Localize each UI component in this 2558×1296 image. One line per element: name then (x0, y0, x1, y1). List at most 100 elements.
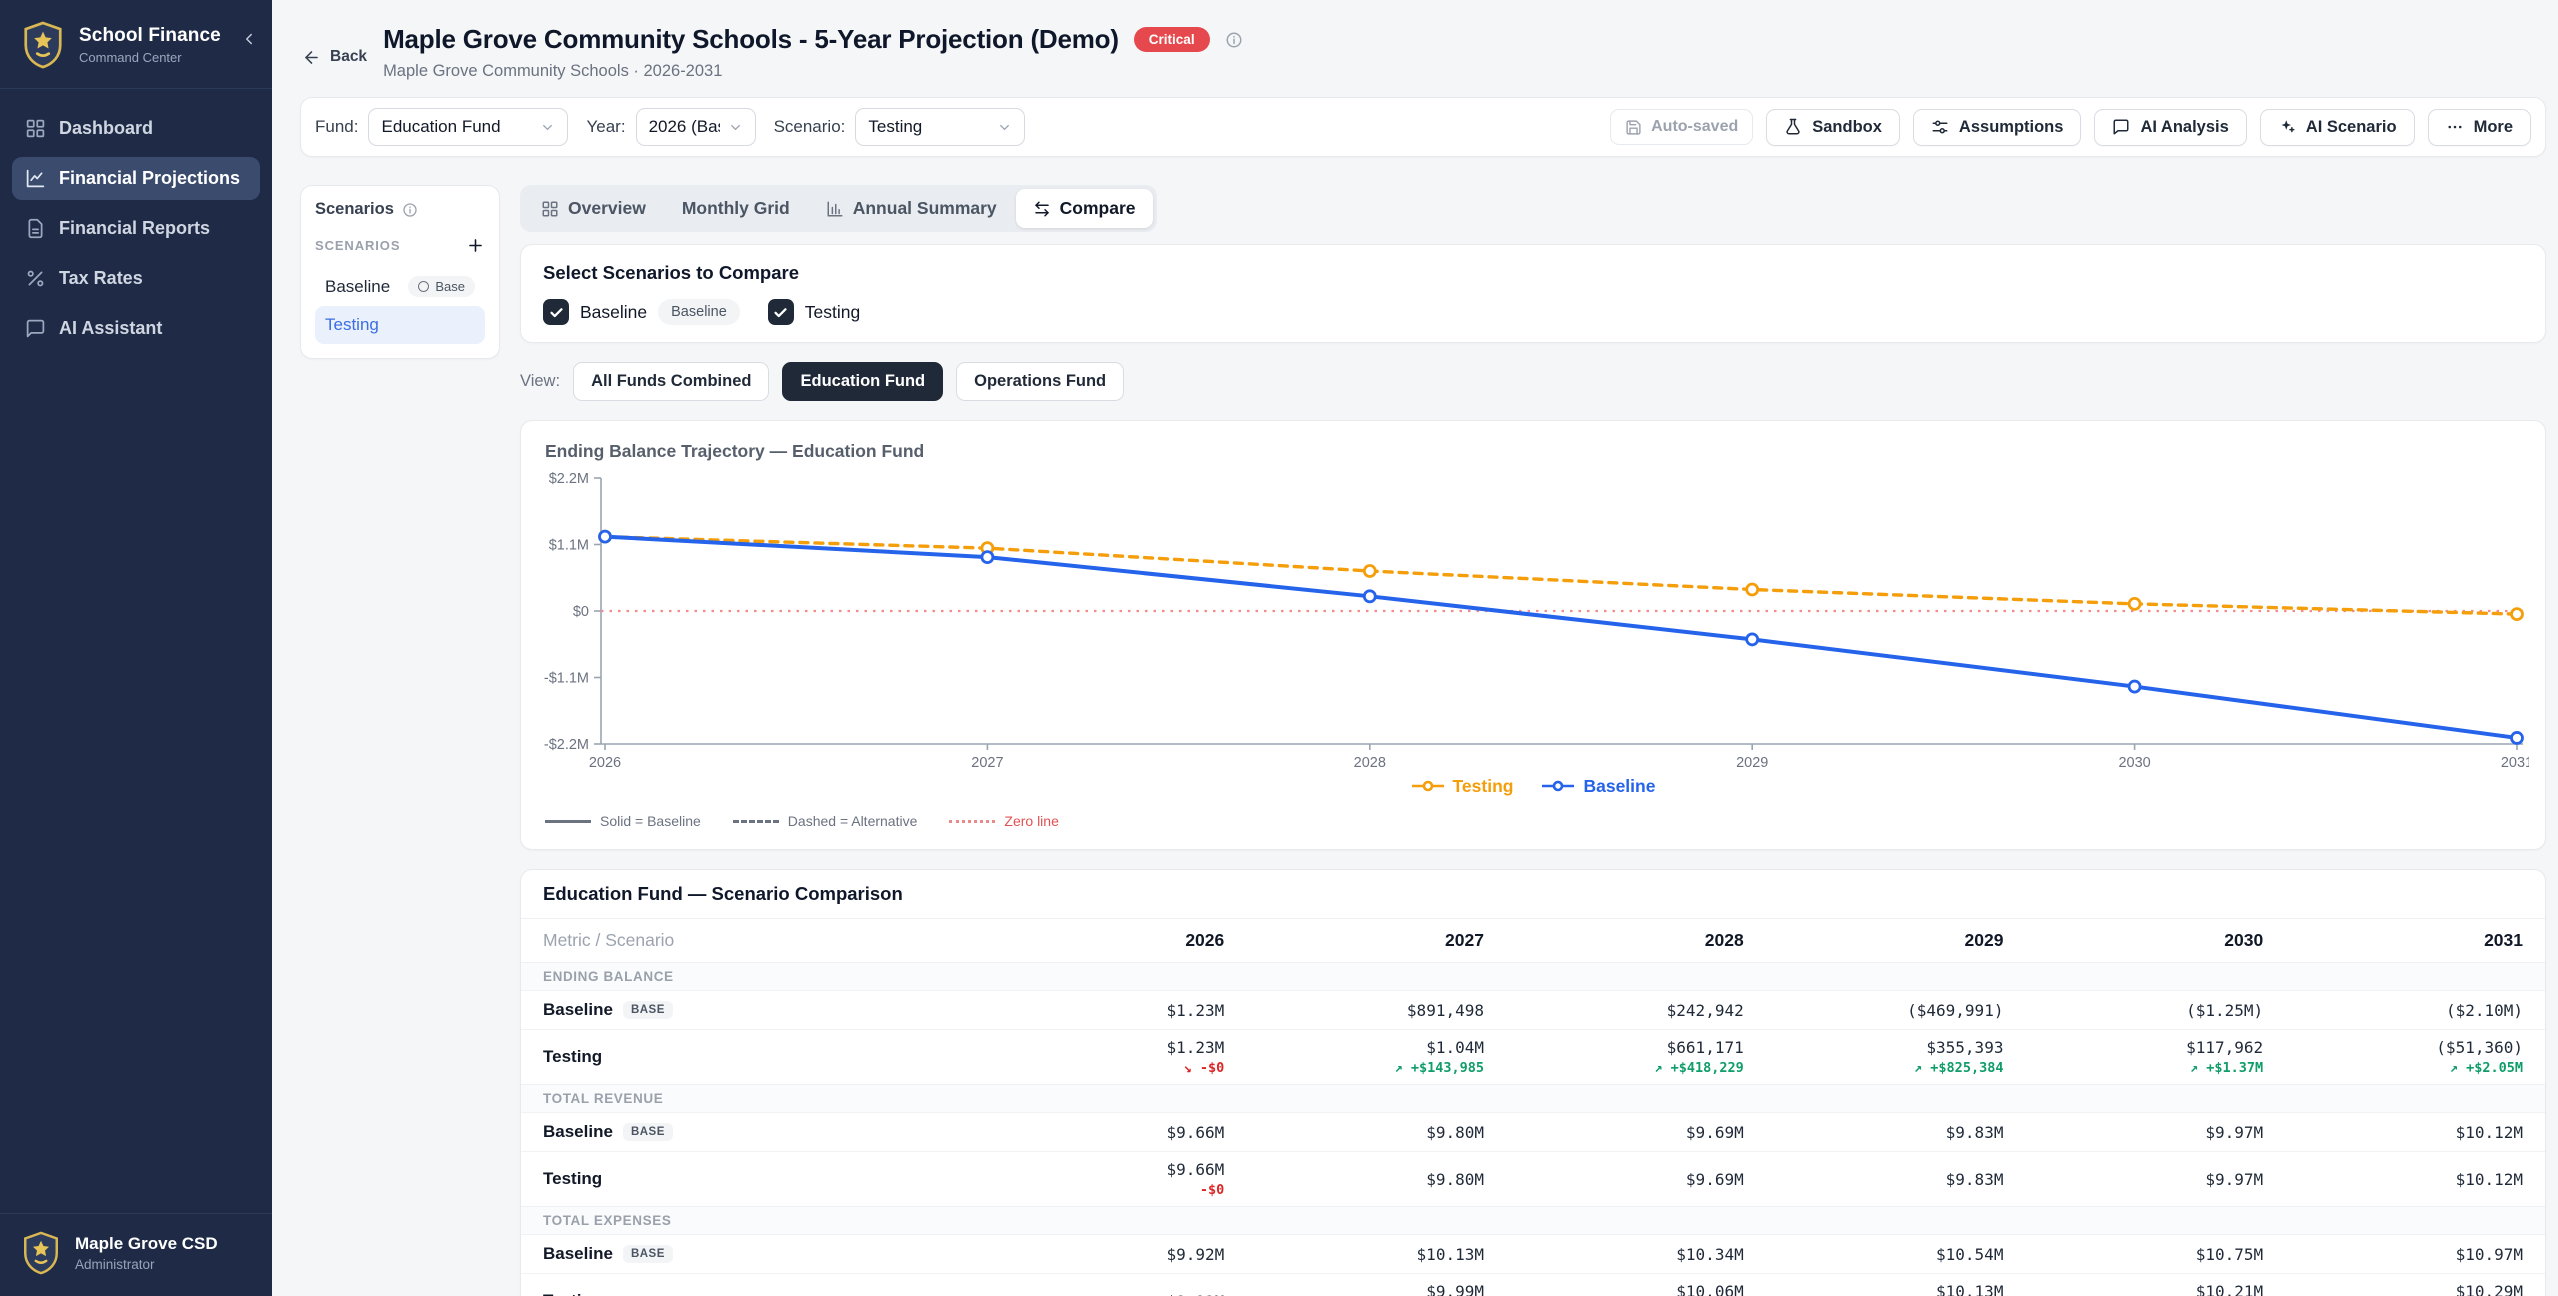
bar-chart-icon (826, 200, 844, 218)
district-name: Maple Grove CSD (75, 1234, 218, 1253)
scenario-select[interactable]: Testing (855, 108, 1026, 146)
year-select[interactable]: 2026 (Bas (635, 108, 756, 146)
save-icon (1625, 119, 1642, 136)
delta-value: ↘ -$0 (1183, 1060, 1225, 1076)
sidebar-item-ai-assistant[interactable]: AI Assistant (12, 307, 260, 350)
base-badge: BASE (622, 1123, 673, 1141)
sidebar-item-financial-reports[interactable]: Financial Reports (12, 207, 260, 250)
title-info-icon[interactable] (1225, 31, 1243, 49)
value-cell: $9.66M -$0 (987, 1152, 1247, 1207)
value-cell: $10.13M (1416, 1244, 1484, 1264)
value-cell: $10.12M (2455, 1169, 2523, 1189)
value-cell: ($2.10M) (2445, 1000, 2523, 1020)
tab-overview[interactable]: Overview (524, 189, 663, 228)
value-cell: ($1.25M) (2186, 1000, 2264, 1020)
chart-footnotes: Solid = Baseline Dashed = Alternative Zero… (545, 813, 2527, 829)
sidebar-item-label: Financial Reports (59, 218, 211, 238)
percent-icon (25, 268, 46, 289)
education-table-title: Education Fund — Scenario Comparison (521, 870, 2545, 919)
scenario-item-testing[interactable]: Testing (315, 306, 485, 344)
svg-text:2027: 2027 (971, 755, 1003, 771)
back-button[interactable]: Back (302, 33, 367, 81)
table-row-total-expenses-testing: Testing $9.92M $9.99M-$143,985 $10.06M-$274… (521, 1273, 2545, 1296)
sidebar: School Finance Command Center Dashboard F… (0, 0, 272, 1296)
app-title: School Finance (79, 25, 221, 46)
sidebar-item-financial-projections[interactable]: Financial Projections (12, 157, 260, 200)
assumptions-button[interactable]: Assumptions (1912, 108, 2082, 146)
back-arrow-icon (302, 48, 321, 67)
table-row-ending-balance-testing: Testing $1.23M ↘ -$0 $1.04M ↗ +$143,985 $661,… (521, 1029, 2545, 1085)
sidebar-item-label: AI Assistant (59, 318, 163, 338)
chart-footnote-dashed: Dashed = Alternative (732, 813, 917, 829)
value-cell: ($51,360) ↗ +$2.05M (2285, 1030, 2545, 1085)
base-badge: BASE (622, 1001, 673, 1019)
tab-annual-summary[interactable]: Annual Summary (809, 189, 1014, 228)
add-scenario-button[interactable] (466, 236, 485, 255)
scenario-item-baseline[interactable]: Baseline Base (315, 267, 485, 306)
ai-analysis-button[interactable]: AI Analysis (2094, 108, 2247, 146)
view-label: View: (520, 372, 561, 390)
value-cell: $242,942 (1666, 1000, 1744, 1020)
sidebar-footer: Maple Grove CSD Administrator (0, 1213, 272, 1296)
delta-value: ↗ +$825,384 (1914, 1060, 2004, 1076)
delta-value: ↗ +$1.37M (2190, 1060, 2264, 1076)
year-label: Year: (586, 117, 626, 136)
compare-option-baseline[interactable]: Baseline Baseline (543, 299, 740, 325)
compare-option-testing[interactable]: Testing (767, 299, 860, 325)
scenario-row-name: Baseline (543, 1122, 613, 1141)
circle-icon (418, 281, 430, 292)
page-header: Back Maple Grove Community Schools - 5-Y… (302, 24, 2546, 81)
checkbox-checked[interactable] (767, 299, 794, 325)
sidebar-nav: Dashboard Financial Projections Financial … (0, 89, 272, 375)
scenarios-info-icon[interactable] (402, 202, 418, 218)
year-header-2029: 2029 (1964, 930, 2004, 950)
chart-footnote-zero: Zero line (949, 813, 1059, 829)
compare-icon (1033, 200, 1051, 218)
value-cell: $9.80M (1426, 1169, 1484, 1189)
delta-value: ↗ +$418,229 (1654, 1060, 1744, 1076)
tab-monthly-grid[interactable]: Monthly Grid (665, 189, 807, 228)
view-option-operations-fund[interactable]: Operations Fund (956, 362, 1125, 401)
checkbox-checked[interactable] (543, 299, 569, 325)
app-subtitle: Command Center (79, 50, 182, 65)
chart-footnote-solid: Solid = Baseline (545, 813, 701, 829)
sandbox-button[interactable]: Sandbox (1766, 108, 1900, 146)
fund-select[interactable]: Education Fund (368, 108, 569, 146)
svg-text:-$1.1M: -$1.1M (544, 671, 589, 687)
value-cell: $117,962 ↗ +$1.37M (2025, 1030, 2285, 1085)
value-cell: ($469,991) (1907, 1000, 2004, 1020)
value-cell: $9.92M (987, 1274, 1247, 1296)
sidebar-item-dashboard[interactable]: Dashboard (12, 107, 260, 150)
education-comparison-card: Education Fund — Scenario Comparison Met… (520, 869, 2546, 1296)
main-content: Back Maple Grove Community Schools - 5-Y… (272, 0, 2558, 1296)
value-cell: $9.83M (1945, 1169, 2004, 1189)
chevron-down-icon (728, 120, 743, 135)
value-cell: $661,171 ↗ +$418,229 (1506, 1030, 1766, 1085)
sliders-icon (1931, 118, 1949, 136)
value-cell: $9.97M (2205, 1169, 2264, 1189)
view-option-education-fund[interactable]: Education Fund (782, 362, 944, 401)
year-header-2028: 2028 (1704, 930, 1744, 950)
table-header-row: Metric / Scenario 2026 2027 2028 2029 2030 203… (521, 919, 2545, 963)
scenarios-panel-title: Scenarios (315, 200, 394, 218)
autosave-indicator: Auto-saved (1610, 109, 1754, 145)
scenario-row-name: Baseline (543, 1000, 613, 1019)
value-cell: $10.34M (1676, 1244, 1744, 1264)
tab-compare[interactable]: Compare (1015, 189, 1153, 228)
dashboard-icon (25, 118, 46, 139)
sidebar-item-tax-rates[interactable]: Tax Rates (12, 257, 260, 300)
legend-item-testing: Testing (1411, 776, 1513, 797)
chart-legend: Testing Baseline (539, 776, 2527, 797)
year-header-2031: 2031 (2484, 930, 2523, 950)
delta-value: ↗ +$143,985 (1394, 1060, 1484, 1076)
more-button[interactable]: More (2427, 108, 2531, 146)
education-comparison-table: Metric / Scenario 2026 2027 2028 2029 2030 203… (521, 919, 2545, 1296)
ai-scenario-button[interactable]: AI Scenario (2259, 108, 2415, 146)
svg-text:$1.1M: $1.1M (549, 538, 589, 554)
view-option-all-funds-combined[interactable]: All Funds Combined (573, 362, 770, 401)
table-row-total-revenue-baseline: Baseline BASE $9.66M $9.80M $9.69M $9.83M $9.9… (521, 1112, 2545, 1152)
collapse-sidebar-icon[interactable] (240, 30, 258, 48)
sidebar-item-label: Dashboard (59, 118, 154, 138)
document-icon (25, 218, 46, 239)
